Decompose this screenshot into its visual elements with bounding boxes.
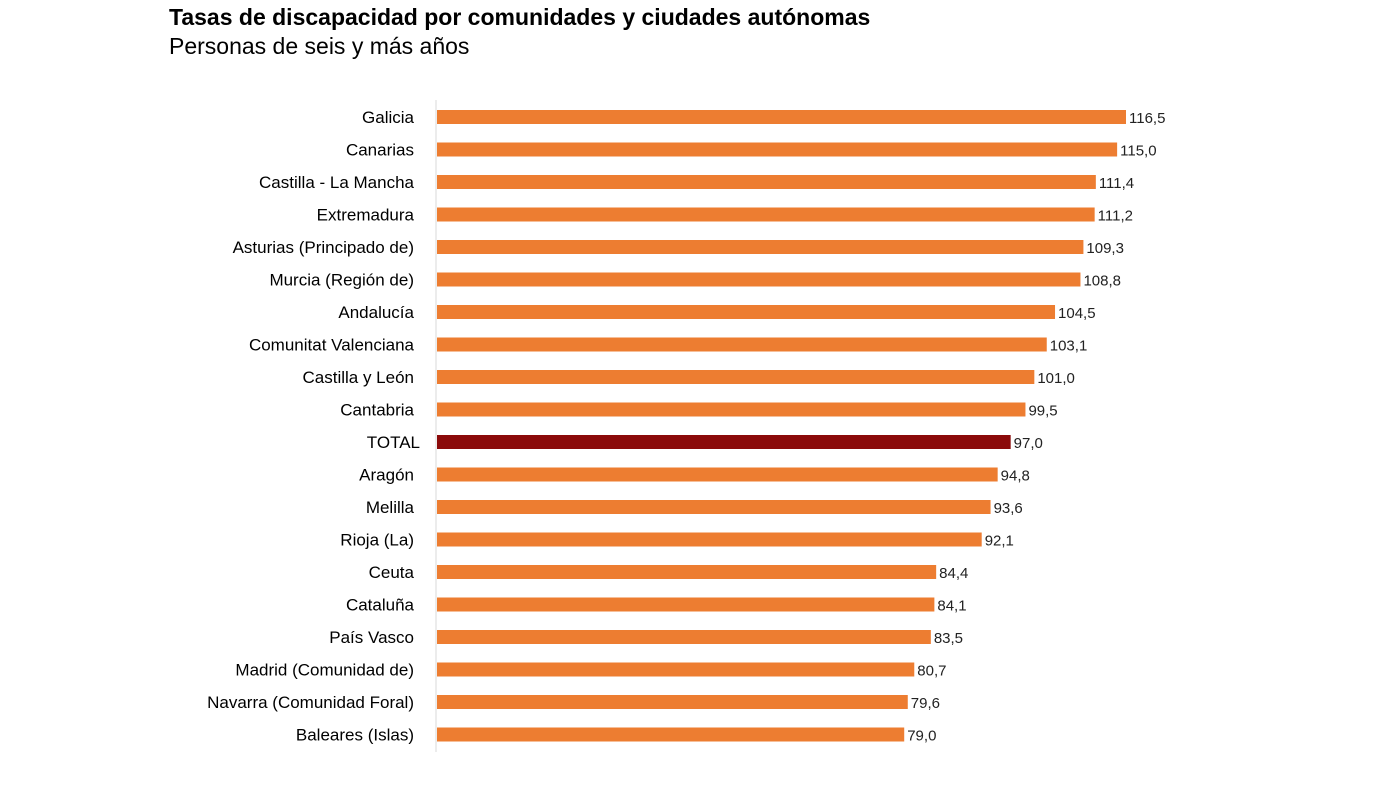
bar-andalucia — [437, 305, 1056, 319]
bar-baleares-islas — [437, 727, 905, 742]
chart-title: Tasas de discapacidad por comunidades y … — [169, 4, 871, 30]
category-label-aragon: Aragón — [359, 466, 414, 485]
bar-rioja-la — [437, 532, 982, 547]
category-label-castilla-la-mancha: Castilla - La Mancha — [259, 173, 415, 192]
value-label-cantabria: 99,5 — [1028, 403, 1057, 420]
value-label-ceuta: 84,4 — [939, 565, 968, 582]
value-label-galicia: 116,5 — [1129, 110, 1165, 127]
bar-canarias — [437, 142, 1118, 157]
category-label-canarias: Canarias — [346, 141, 414, 160]
value-label-madrid-comunidad-de: 80,7 — [917, 663, 946, 680]
value-label-canarias: 115,0 — [1120, 143, 1156, 160]
value-label-baleares-islas: 79,0 — [907, 728, 936, 745]
value-labels-group: 116,5 115,0 111,4 111,2 109,3 108,8 104,5 103,1… — [907, 110, 1165, 745]
value-label-rioja-la: 92,1 — [985, 533, 1014, 550]
value-label-andalucia: 104,5 — [1058, 305, 1096, 322]
bar-murcia-region-de — [437, 272, 1081, 287]
category-label-galicia: Galicia — [362, 108, 415, 127]
category-label-asturias-principado-de: Asturias (Principado de) — [233, 238, 414, 257]
bar-asturias-principado-de — [437, 240, 1084, 254]
value-label-comunitat-valenciana: 103,1 — [1050, 338, 1088, 355]
category-label-navarra-comunidad-foral: Navarra (Comunidad Foral) — [207, 693, 414, 712]
bar-galicia — [437, 110, 1126, 124]
bar-cantabria — [437, 402, 1026, 417]
value-label-aragon: 94,8 — [1001, 468, 1030, 485]
category-label-cantabria: Cantabria — [340, 401, 414, 420]
bar-madrid-comunidad-de — [437, 662, 915, 677]
chart-subtitle: Personas de seis y más años — [169, 33, 470, 59]
value-label-castilla-y-leon: 101,0 — [1037, 370, 1075, 387]
category-label-extremadura: Extremadura — [317, 206, 415, 225]
bar-castilla-la-mancha — [437, 175, 1096, 189]
bar-aragon — [437, 467, 998, 482]
category-label-total: TOTAL — [367, 433, 420, 452]
bar-ceuta — [437, 565, 937, 579]
category-label-madrid-comunidad-de: Madrid (Comunidad de) — [235, 661, 414, 680]
bars-group — [437, 110, 1126, 742]
bar-total — [437, 435, 1011, 449]
category-label-castilla-y-leon: Castilla y León — [302, 368, 414, 387]
category-label-murcia-region-de: Murcia (Región de) — [269, 271, 414, 290]
bar-cataluna — [437, 597, 935, 612]
value-label-castilla-la-mancha: 111,4 — [1099, 175, 1134, 192]
value-label-cataluna: 84,1 — [937, 598, 966, 615]
value-label-asturias-principado-de: 109,3 — [1086, 240, 1124, 257]
category-label-ceuta: Ceuta — [369, 563, 415, 582]
bar-castilla-y-leon — [437, 370, 1035, 384]
bar-melilla — [437, 500, 991, 514]
value-label-total: 97,0 — [1014, 435, 1043, 452]
value-label-murcia-region-de: 108,8 — [1083, 273, 1121, 290]
bar-navarra-comunidad-foral — [437, 695, 908, 709]
category-label-pais-vasco: País Vasco — [329, 628, 414, 647]
category-label-melilla: Melilla — [366, 498, 415, 517]
category-label-baleares-islas: Baleares (Islas) — [296, 726, 414, 745]
bar-comunitat-valenciana — [437, 337, 1047, 352]
value-label-pais-vasco: 83,5 — [934, 630, 963, 647]
category-label-comunitat-valenciana: Comunitat Valenciana — [249, 336, 415, 355]
category-label-rioja-la: Rioja (La) — [340, 531, 414, 550]
value-label-extremadura: 111,2 — [1098, 208, 1133, 225]
bar-pais-vasco — [437, 630, 931, 644]
category-labels-group: Galicia Canarias Castilla - La Mancha Extre… — [207, 108, 420, 745]
category-label-andalucia: Andalucía — [338, 303, 414, 322]
bar-extremadura — [437, 207, 1095, 222]
category-label-cataluna: Cataluña — [346, 596, 415, 615]
value-label-navarra-comunidad-foral: 79,6 — [911, 695, 940, 712]
value-label-melilla: 93,6 — [994, 500, 1023, 517]
